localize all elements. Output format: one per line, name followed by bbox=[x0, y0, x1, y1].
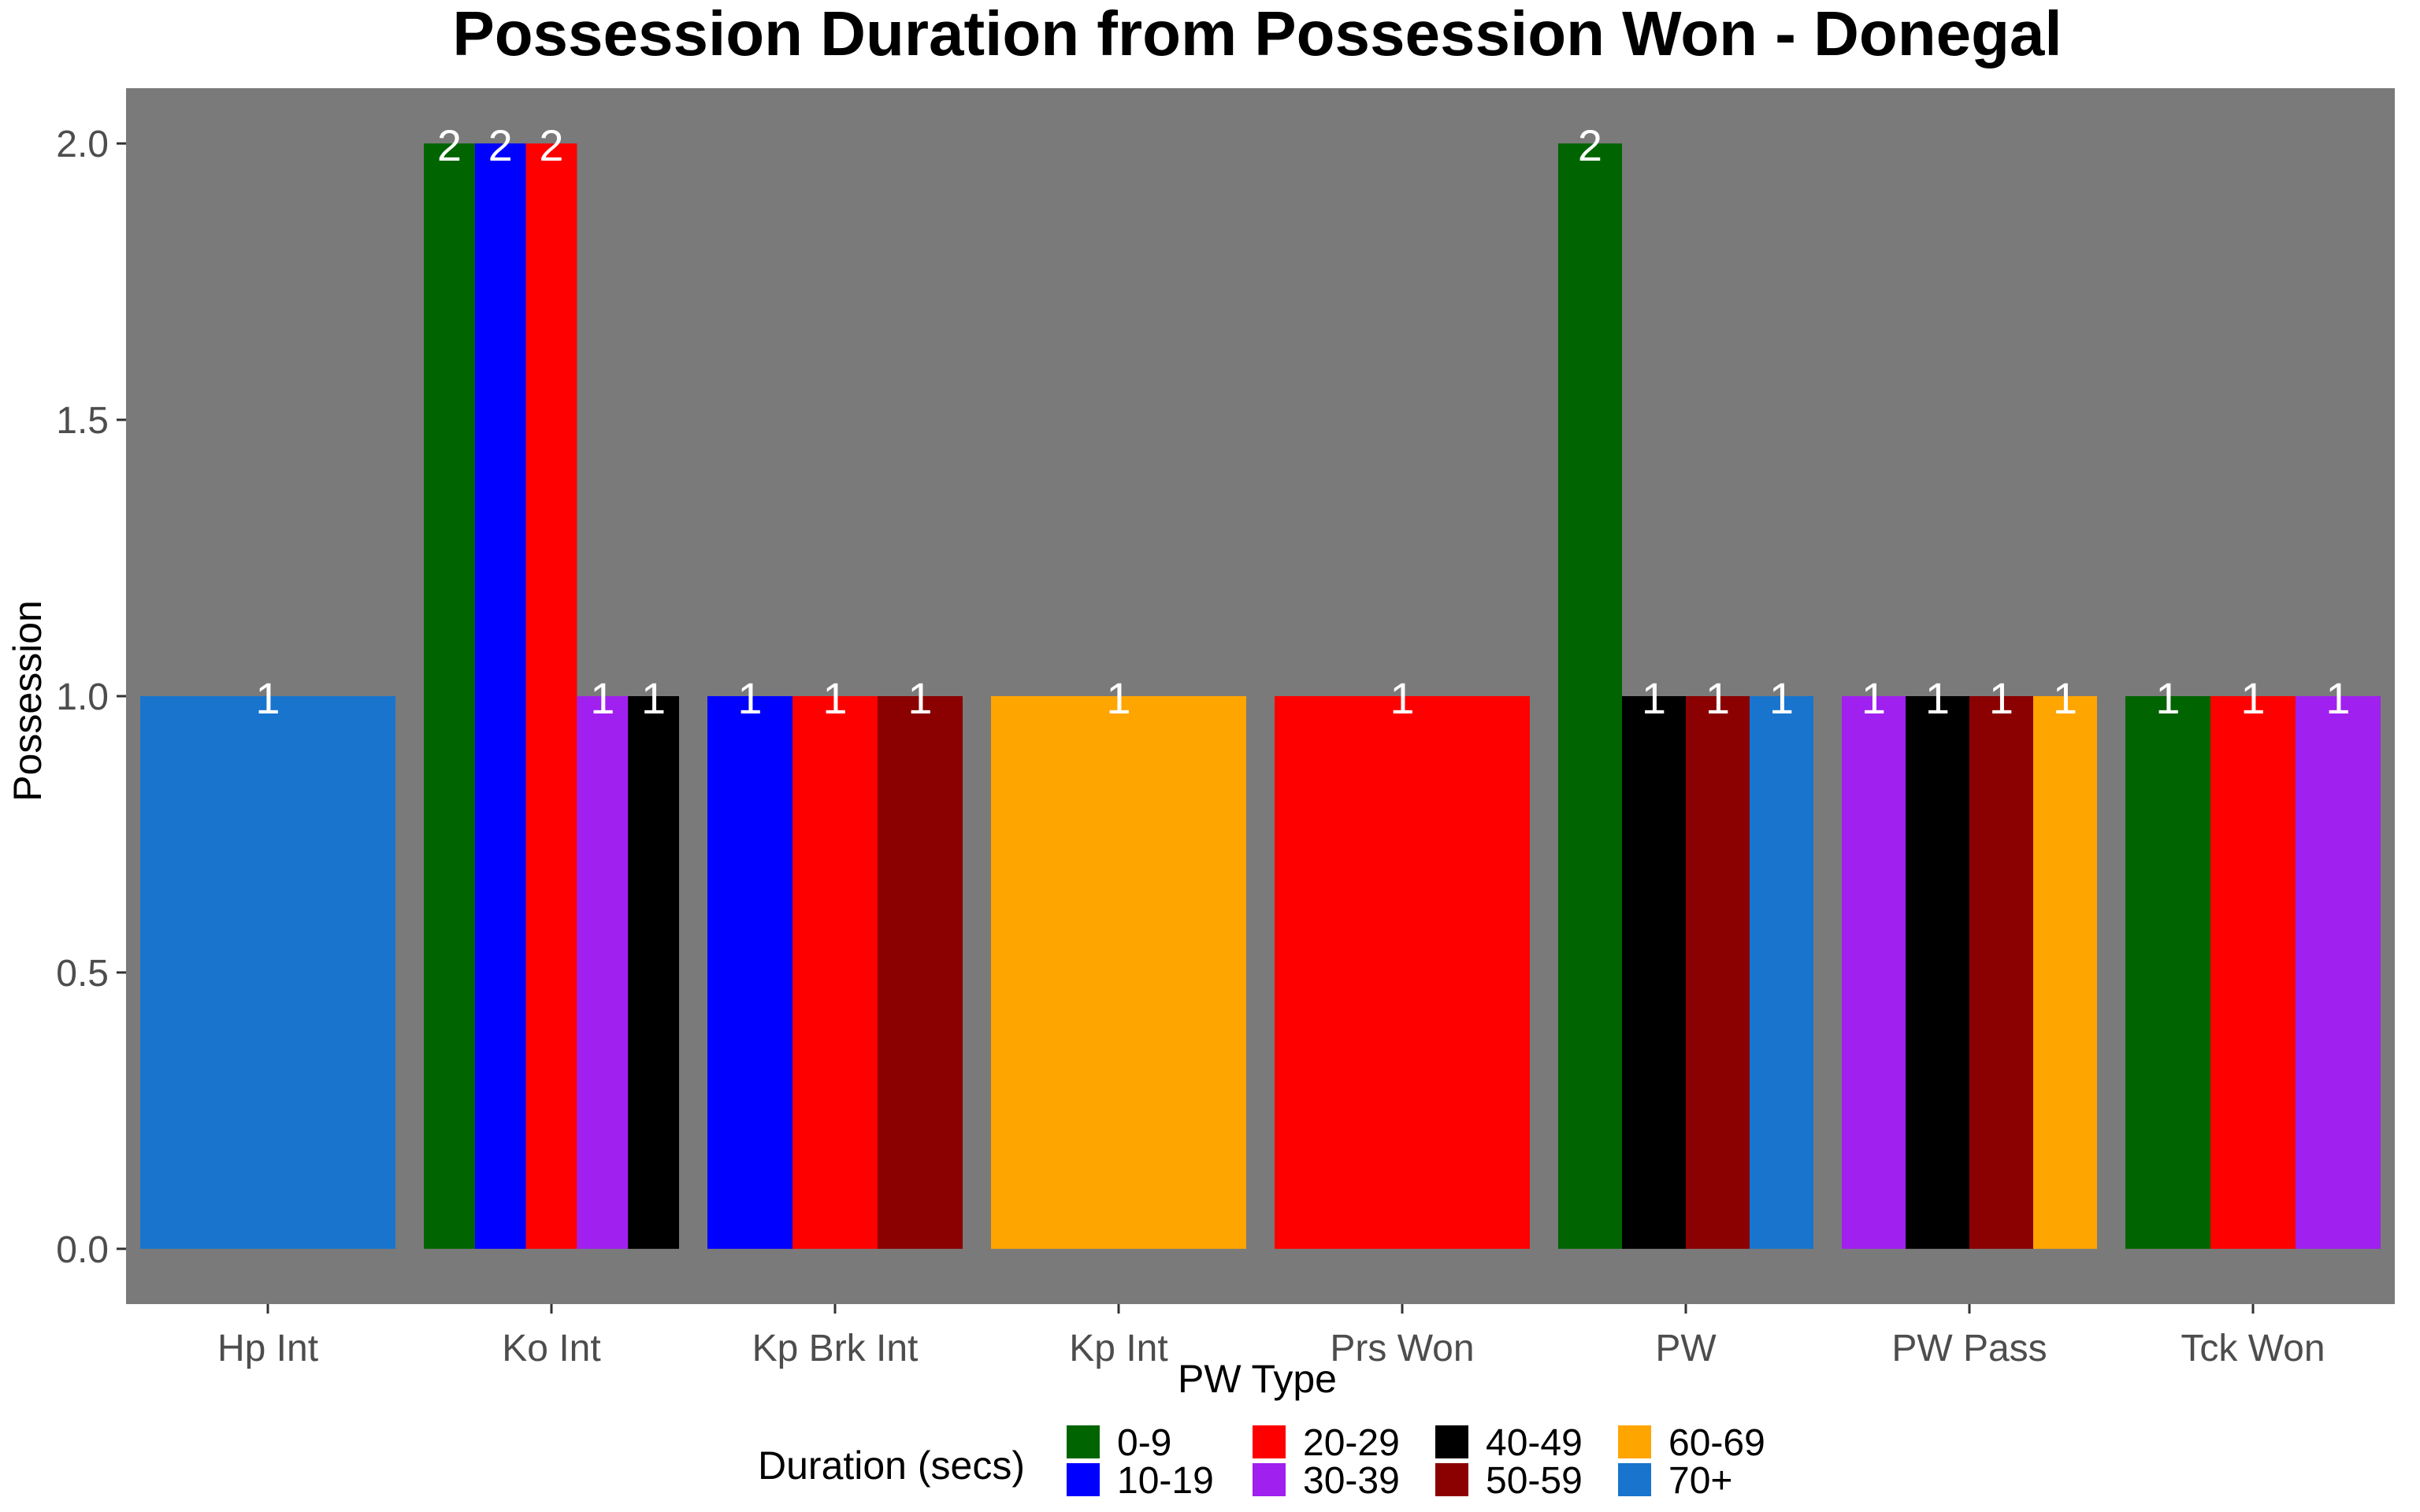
legend-key bbox=[1435, 1463, 1468, 1496]
legend-label: 40-49 bbox=[1486, 1422, 1583, 1464]
bar-value-label: 2 bbox=[539, 120, 563, 170]
y-tick-label: 1.5 bbox=[56, 400, 109, 442]
bar-pw-70+ bbox=[1750, 696, 1813, 1249]
bar-pw-50-59 bbox=[1686, 696, 1750, 1249]
legend-label: 10-19 bbox=[1117, 1460, 1214, 1502]
x-tick-label: Kp Brk Int bbox=[752, 1328, 919, 1369]
bar-ko-int-20-29 bbox=[525, 143, 577, 1249]
bar-value-label: 1 bbox=[2053, 673, 2077, 723]
x-tick-label: Prs Won bbox=[1330, 1328, 1474, 1369]
bar-hp-int-70+ bbox=[140, 696, 395, 1249]
bar-value-label: 1 bbox=[737, 673, 762, 723]
legend-label: 20-29 bbox=[1303, 1422, 1400, 1464]
bar-pw-pass-60-69 bbox=[2033, 696, 2097, 1249]
bar-value-label: 1 bbox=[2325, 673, 2350, 723]
bar-pw-pass-30-39 bbox=[1842, 696, 1906, 1249]
bar-pw-pass-50-59 bbox=[1969, 696, 2033, 1249]
bar-ko-int-10-19 bbox=[474, 143, 526, 1249]
legend-label: 70+ bbox=[1668, 1460, 1732, 1502]
bar-value-label: 1 bbox=[641, 673, 666, 723]
bar-prs-won-20-29 bbox=[1275, 696, 1530, 1249]
legend-label: 60-69 bbox=[1668, 1422, 1765, 1464]
bar-value-label: 1 bbox=[1642, 673, 1666, 723]
bar-value-label: 1 bbox=[1106, 673, 1130, 723]
bar-value-label: 2 bbox=[488, 120, 513, 170]
bar-value-label: 1 bbox=[822, 673, 847, 723]
x-tick-label: Kp Int bbox=[1069, 1328, 1167, 1369]
bar-tck-won-30-39 bbox=[2296, 696, 2381, 1249]
legend-key bbox=[1067, 1425, 1100, 1458]
bar-value-label: 2 bbox=[1578, 120, 1602, 170]
legend-label: 50-59 bbox=[1486, 1460, 1583, 1502]
legend-label: 30-39 bbox=[1303, 1460, 1400, 1502]
legend-key bbox=[1067, 1463, 1100, 1496]
legend-key bbox=[1618, 1425, 1651, 1458]
bar-ko-int-40-49 bbox=[628, 696, 679, 1249]
y-tick-label: 0.0 bbox=[56, 1229, 109, 1271]
bar-kp-int-60-69 bbox=[991, 696, 1246, 1249]
bar-value-label: 1 bbox=[908, 673, 932, 723]
x-tick-label: PW bbox=[1655, 1328, 1717, 1369]
bar-kp-brk-int-50-59 bbox=[878, 696, 963, 1249]
legend-key bbox=[1253, 1425, 1286, 1458]
bar-pw-40-49 bbox=[1622, 696, 1686, 1249]
bar-labels-group: 12 2 21 1 1 1 1 1 121 1 1 1 1 1 1 1 1 1 bbox=[255, 120, 2350, 723]
bars-group bbox=[140, 143, 2381, 1249]
x-tick-label: Hp Int bbox=[217, 1328, 318, 1369]
x-axis: Hp Int Ko Int Kp Brk Int Kp Int Prs Won PW PW … bbox=[217, 1304, 2325, 1369]
bar-value-label: 1 bbox=[2155, 673, 2180, 723]
legend-label: 0-9 bbox=[1117, 1422, 1171, 1464]
bar-value-label: 1 bbox=[1390, 673, 1414, 723]
bar-value-label: 1 bbox=[1861, 673, 1886, 723]
y-tick-label: 2.0 bbox=[56, 124, 109, 165]
bar-ko-int-0-9 bbox=[424, 143, 475, 1249]
bar-tck-won-0-9 bbox=[2125, 696, 2210, 1249]
bar-value-label: 1 bbox=[1706, 673, 1730, 723]
y-axis: 0.0 0.5 1.0 1.5 2.0 bbox=[56, 124, 126, 1271]
legend-key bbox=[1435, 1425, 1468, 1458]
y-tick-label: 1.0 bbox=[56, 676, 109, 718]
bar-value-label: 1 bbox=[1925, 673, 1950, 723]
bar-value-label: 1 bbox=[590, 673, 614, 723]
x-tick-label: Ko Int bbox=[502, 1328, 600, 1369]
bar-value-label: 1 bbox=[1989, 673, 2014, 723]
bar-ko-int-30-39 bbox=[577, 696, 629, 1249]
legend-title: Duration (secs) bbox=[758, 1443, 1025, 1488]
bar-kp-brk-int-10-19 bbox=[707, 696, 792, 1249]
bar-value-label: 1 bbox=[255, 673, 280, 723]
x-tick-label: Tck Won bbox=[2181, 1328, 2325, 1369]
x-tick-label: PW Pass bbox=[1891, 1328, 2047, 1369]
bar-tck-won-20-29 bbox=[2210, 696, 2296, 1249]
y-axis-title: Possession bbox=[6, 600, 50, 802]
bar-value-label: 1 bbox=[1769, 673, 1794, 723]
bar-value-label: 1 bbox=[2240, 673, 2265, 723]
bar-pw-0-9 bbox=[1558, 143, 1622, 1249]
y-tick-label: 0.5 bbox=[56, 953, 109, 995]
bar-pw-pass-40-49 bbox=[1906, 696, 1969, 1249]
bar-kp-brk-int-20-29 bbox=[792, 696, 878, 1249]
x-axis-title: PW Type bbox=[1178, 1357, 1337, 1401]
bar-value-label: 2 bbox=[437, 120, 462, 170]
legend-key bbox=[1618, 1463, 1651, 1496]
legend-key bbox=[1253, 1463, 1286, 1496]
chart-title: Possession Duration from Possession Won … bbox=[452, 0, 2062, 69]
